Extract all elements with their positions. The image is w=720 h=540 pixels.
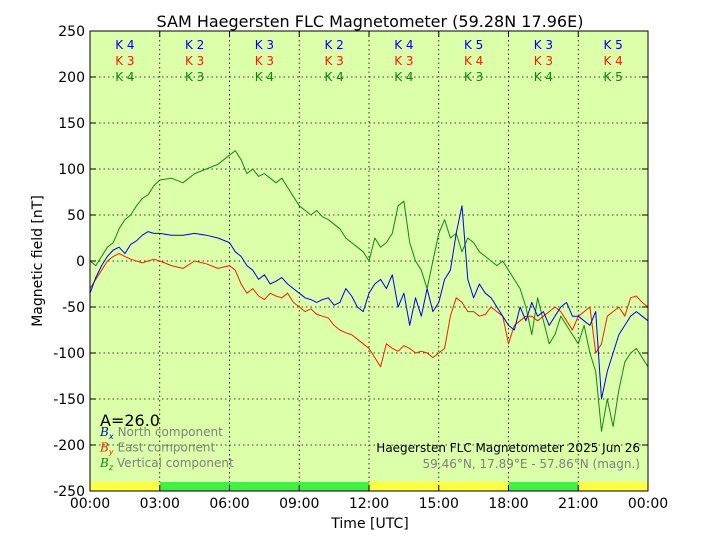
annotation-title: Haegersten FLC Magnetometer 2025 Jun 26	[376, 441, 640, 455]
k-index-label: K 3	[394, 54, 413, 68]
k-index-label: K 4	[115, 70, 134, 84]
k-index-label: K 3	[185, 54, 204, 68]
k-index-label: K 4	[603, 54, 622, 68]
k-index-label: K 4	[394, 38, 413, 52]
k-index-label: K 3	[115, 54, 134, 68]
x-tick-label-1: 03:00	[140, 496, 180, 512]
y-tick-label-6: 50	[67, 208, 85, 224]
k-index-label: K 3	[255, 38, 274, 52]
k-index-label: K 5	[603, 70, 622, 84]
k-index-label: K 3	[534, 54, 553, 68]
k-index-label: K 4	[534, 70, 553, 84]
k-index-label: K 4	[394, 70, 413, 84]
k-index-labels: K 4 K 2 K 3 K 2 K 4 K 5 K 3 K 5 K 3 K 3 K 3 K 3 K 3 K…	[115, 38, 623, 84]
x-tick-label-0: 00:00	[70, 496, 110, 512]
k-index-label: K 4	[115, 38, 134, 52]
k-index-label: K 3	[255, 54, 274, 68]
chart-title: SAM Haegersten FLC Magnetometer (59.28N …	[157, 12, 584, 31]
activity-segment-4	[578, 482, 648, 491]
x-tick-label-2: 06:00	[209, 496, 249, 512]
activity-segment-0	[90, 482, 160, 491]
y-tick-label-4: -50	[62, 300, 85, 316]
x-tick-label-7: 21:00	[558, 496, 598, 512]
k-index-label: K 4	[324, 70, 343, 84]
y-tick-label-10: 250	[58, 24, 85, 40]
k-index-label: K 3	[464, 70, 483, 84]
activity-segment-3	[508, 482, 579, 491]
y-tick-label-9: 200	[58, 70, 85, 86]
k-index-label: K 2	[185, 38, 204, 52]
x-tick-label-3: 09:00	[279, 496, 319, 512]
k-index-label: K 5	[603, 38, 622, 52]
legend-entry-z: Bz Vertical component	[99, 456, 234, 472]
legend-entry-y: By East component	[99, 441, 215, 457]
k-index-label: K 2	[324, 38, 343, 52]
k-index-label: K 4	[255, 70, 274, 84]
y-tick-labels: -250 -200 -150 -100 -50 0 50 100 150 200 250	[53, 24, 85, 500]
k-index-label: K 3	[324, 54, 343, 68]
y-axis-label: Magnetic field [nT]	[30, 195, 46, 327]
k-index-label: K 5	[464, 38, 483, 52]
y-tick-label-8: 150	[58, 116, 85, 132]
x-tick-label-8: 00:00	[628, 496, 668, 512]
series-line-z	[89, 150, 649, 432]
x-tick-label-4: 12:00	[349, 496, 389, 512]
y-tick-label-0: -250	[53, 484, 85, 500]
series-lines	[89, 150, 649, 432]
legend-entry-x: Bx North component	[99, 425, 223, 441]
x-axis-label: Time [UTC]	[330, 516, 408, 532]
activity-segment-1	[159, 482, 369, 491]
y-tick-label-1: -200	[53, 438, 85, 454]
y-tick-label-3: -100	[53, 346, 85, 362]
k-index-label: K 4	[464, 54, 483, 68]
k-index-label: K 3	[185, 70, 204, 84]
k-index-label: K 3	[534, 38, 553, 52]
series-line-x	[89, 205, 649, 400]
annotation-coords: 59.46°N, 17.89°E - 57.86°N (magn.)	[423, 457, 640, 471]
y-tick-label-5: 0	[76, 254, 85, 270]
y-tick-label-7: 100	[58, 162, 85, 178]
y-tick-label-2: -150	[53, 392, 85, 408]
x-tick-labels: 00:00 03:00 06:00 09:00 12:00 15:00 18:00 21:00…	[70, 496, 668, 512]
axis-ticks	[89, 30, 649, 492]
x-tick-label-6: 18:00	[488, 496, 528, 512]
series-line-y	[89, 253, 649, 368]
a-index-label: A=26.0	[100, 411, 160, 430]
x-tick-label-5: 15:00	[419, 496, 459, 512]
